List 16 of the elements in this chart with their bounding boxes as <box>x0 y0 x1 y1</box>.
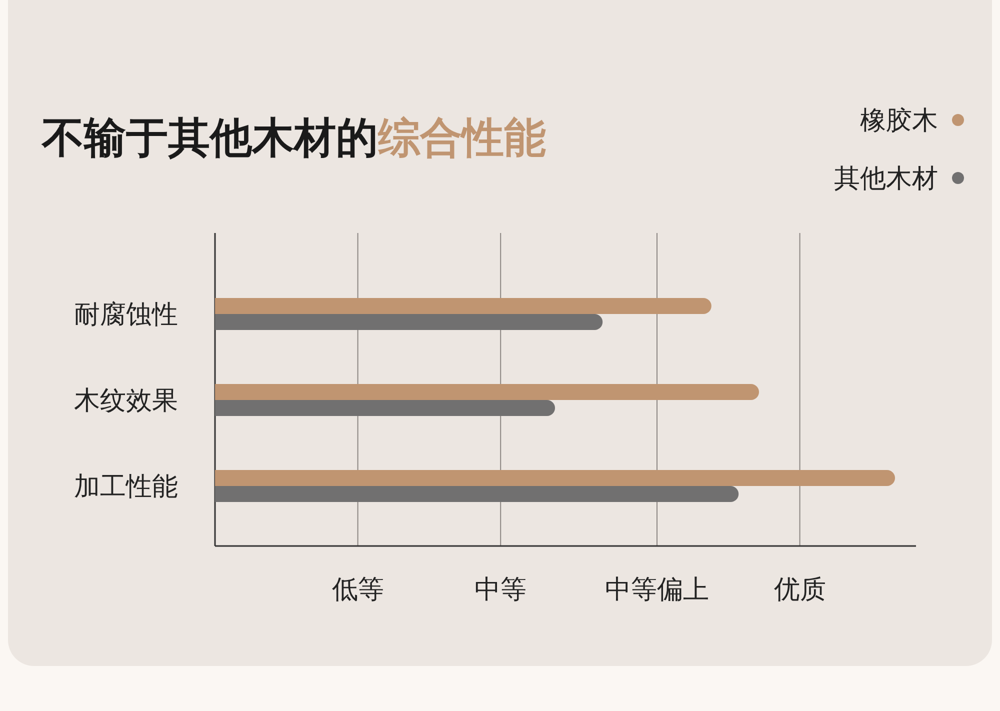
bar <box>215 486 739 502</box>
bar <box>215 470 895 486</box>
legend-label: 其他木材 <box>834 164 938 194</box>
ref-line-label: 中等 <box>474 575 527 605</box>
bar <box>215 298 712 314</box>
bar <box>215 384 759 400</box>
legend-label: 橡胶木 <box>860 106 938 136</box>
ref-line-label: 中等偏上 <box>605 575 709 605</box>
ref-line-label: 优质 <box>774 575 826 605</box>
y-tick-label: 加工性能 <box>74 472 178 502</box>
bar <box>215 400 555 416</box>
chart-title: 不输于其他木材的综合性能 <box>41 113 546 162</box>
ref-line-label: 低等 <box>332 575 384 605</box>
y-tick-label: 木纹效果 <box>74 386 178 416</box>
bar <box>215 314 603 330</box>
y-tick-label: 耐腐蚀性 <box>74 300 178 330</box>
